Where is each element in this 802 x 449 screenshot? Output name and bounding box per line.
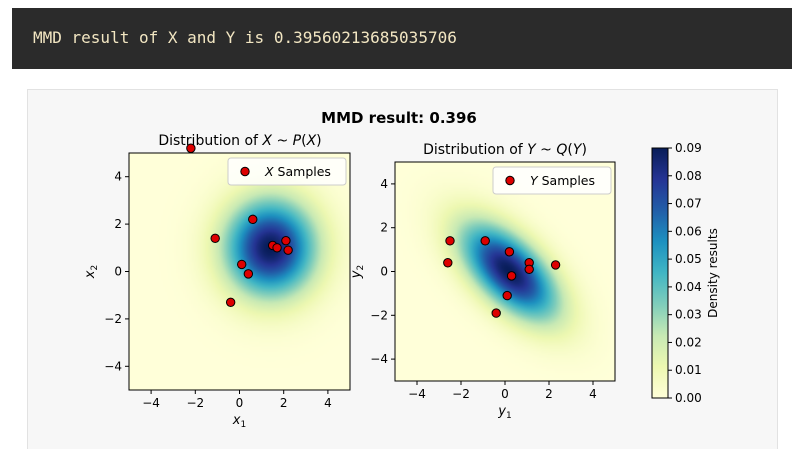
sample-point [237, 259, 247, 270]
colorbar-tick-label: 0.09 [675, 141, 702, 155]
colorbar-tick-label: 0.02 [675, 335, 702, 349]
x-axis-label: y1 [497, 404, 511, 421]
sample-point [225, 297, 236, 308]
sample-point [210, 233, 220, 244]
sample-point [443, 258, 453, 268]
colorbar-gradient [651, 147, 669, 399]
sample-point [480, 236, 490, 246]
subplot-x-distribution: Distribution of X ~ P(X) −4 −2 0 2 4 −4 −2 0 2 4 x… [83, 133, 351, 430]
legend-marker [240, 166, 250, 177]
y-axis-label: y2 [349, 265, 366, 279]
y-tick-label: −4 [370, 352, 388, 366]
y-axis-label: x2 [83, 265, 100, 279]
sample-point [524, 264, 534, 275]
x-tick-label: 4 [324, 396, 332, 410]
x-tick-label: −2 [452, 387, 470, 401]
x-tick-label: 0 [236, 396, 244, 410]
density-heatmap [395, 162, 615, 381]
console-text: MMD result of X and Y is 0.3956021368503… [33, 28, 457, 47]
sample-point [283, 245, 293, 255]
x-tick-label: 2 [280, 396, 288, 410]
sample-point [248, 214, 258, 225]
legend: X Samples [227, 157, 347, 186]
subplot-y-distribution: Distribution of Y ~ Q(Y) −4 −2 0 2 4 −4 −2 0 2 4 y… [349, 142, 616, 421]
x-tick-label: −4 [142, 396, 160, 410]
y-tick-label: −2 [370, 308, 388, 322]
colorbar-tick-label: 0.04 [675, 280, 702, 294]
x-tick-label: 0 [501, 387, 509, 401]
y-tick-label: −2 [104, 312, 122, 326]
legend-box [227, 157, 347, 186]
y-tick-label: −4 [104, 359, 122, 373]
colorbar-tick-label: 0.01 [675, 363, 702, 377]
colorbar-tick-label: 0.07 [675, 197, 702, 211]
colorbar-tick-label: 0.03 [675, 308, 702, 322]
colorbar-tick-label: 0.06 [675, 224, 702, 238]
sample-point [550, 260, 561, 270]
legend: Y Samples [492, 166, 612, 195]
sample-point [272, 243, 282, 253]
x-tick-label: 2 [545, 387, 553, 401]
colorbar-tick-label: 0.08 [675, 169, 702, 183]
y-tick-label: 2 [114, 217, 122, 231]
sample-point [243, 269, 254, 279]
legend-label: Y Samples [530, 173, 595, 188]
y-tick-label: 4 [380, 177, 388, 191]
y-tick-label: 0 [380, 265, 388, 279]
x-tick-label: 4 [589, 387, 597, 401]
subplot-title-x: Distribution of X ~ P(X) [158, 133, 321, 149]
density-heatmap [129, 153, 350, 390]
colorbar-tick-label: 0.00 [675, 391, 702, 405]
legend-marker [505, 175, 515, 186]
sample-point [186, 143, 196, 153]
legend-label: X Samples [264, 164, 331, 179]
console-output: MMD result of X and Y is 0.3956021368503… [12, 8, 792, 69]
sample-point [491, 308, 501, 318]
y-tick-label: 4 [114, 170, 122, 184]
colorbar: Density results 0.00 0.01 0.02 0.03 0.04 0.05… [651, 141, 720, 405]
sample-point [506, 271, 517, 281]
legend-box [492, 166, 612, 195]
colorbar-tick-label: 0.05 [675, 252, 702, 266]
colorbar-label: Density results [706, 228, 720, 318]
subplot-title-y: Distribution of Y ~ Q(Y) [423, 142, 587, 158]
y-tick-label: 0 [114, 265, 122, 279]
y-tick-label: 2 [380, 221, 388, 235]
sample-point [445, 236, 455, 246]
sample-point [281, 235, 291, 246]
x-tick-label: −4 [408, 387, 426, 401]
x-tick-label: −2 [186, 396, 204, 410]
x-axis-label: x1 [232, 413, 246, 430]
figure-suptitle: MMD result: 0.396 [321, 109, 477, 127]
sample-point [504, 247, 515, 257]
sample-point [502, 290, 512, 301]
